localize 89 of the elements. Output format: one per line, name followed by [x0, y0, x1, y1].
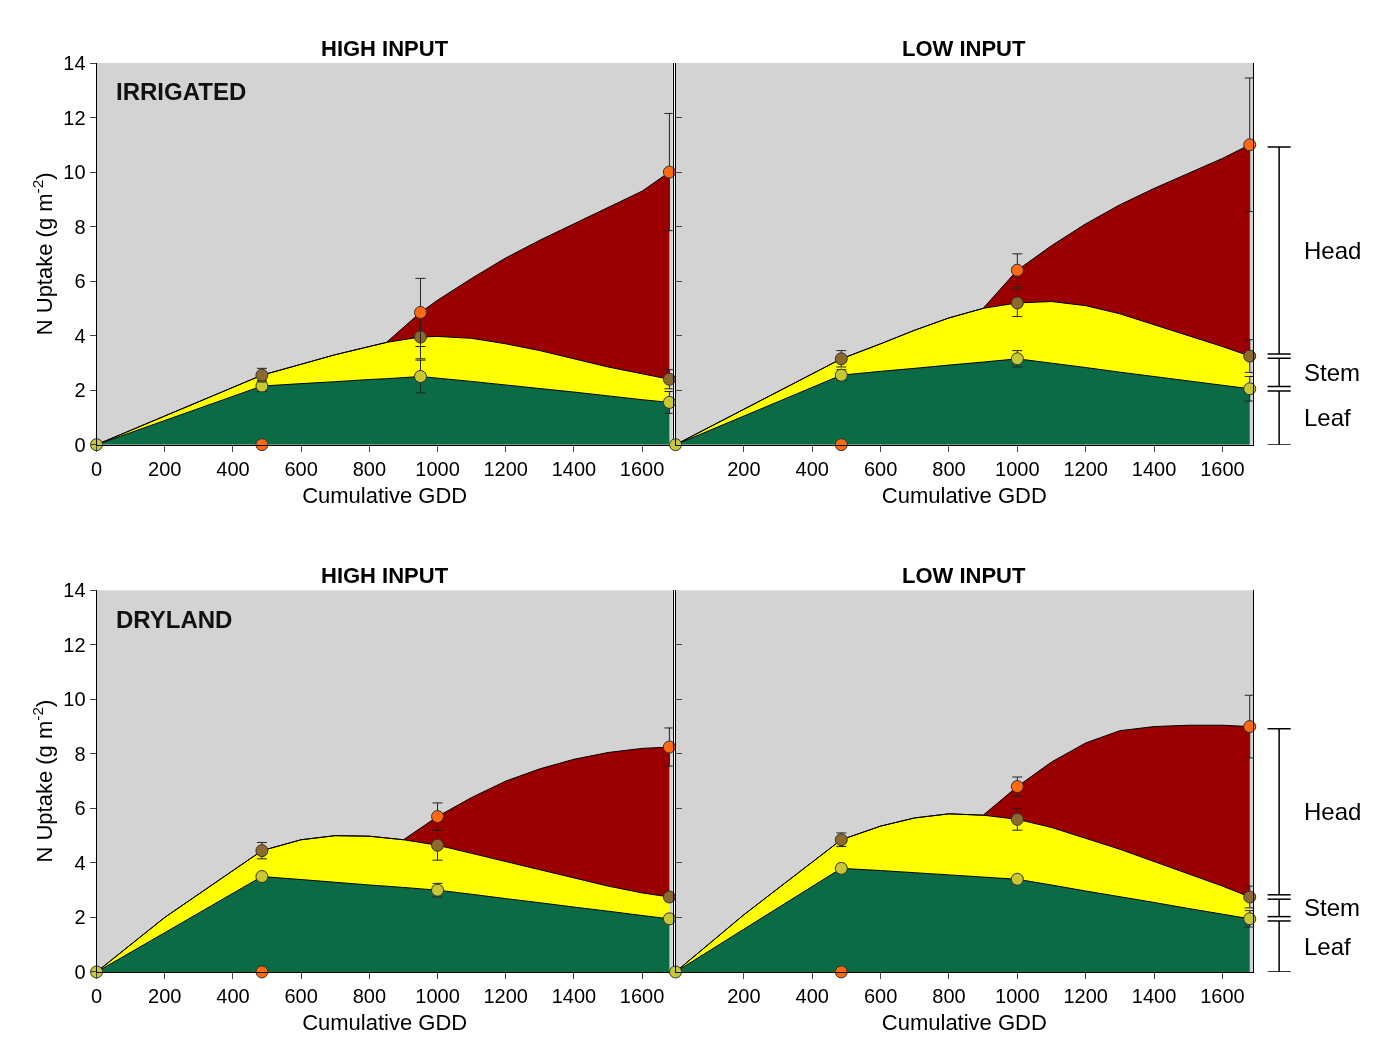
- x-axis-title: Cumulative GDD: [302, 482, 468, 508]
- x-tick-label: 200: [727, 984, 761, 1007]
- y-tick-label: 2: [74, 906, 86, 929]
- x-tick-label: 0: [90, 984, 103, 1007]
- text: IRRIGATED: [116, 78, 247, 105]
- y-tick-label: 6: [74, 797, 86, 820]
- point: [1010, 263, 1024, 277]
- x-tick-label: 1600: [1200, 984, 1245, 1007]
- x-tick-label: 400: [216, 457, 250, 480]
- x-tick-label: 1000: [995, 984, 1040, 1007]
- point: [413, 305, 427, 319]
- point: [834, 965, 848, 979]
- x-tick-label: 1400: [1131, 457, 1177, 480]
- x-tick-label: 800: [352, 984, 387, 1007]
- y-tick-label: 14: [63, 579, 86, 602]
- text: Head: [1304, 798, 1362, 825]
- x-tick-label: 400: [795, 457, 829, 480]
- x-tick-label: 800: [932, 984, 966, 1007]
- point: [255, 870, 269, 884]
- point: [669, 438, 683, 452]
- y-tick-label: 6: [74, 270, 86, 293]
- x-tick-label: 1200: [1063, 457, 1108, 480]
- y-tick-label: 0: [74, 433, 86, 456]
- text: DRYLAND: [116, 606, 233, 633]
- y-tick-label: 14: [63, 52, 86, 74]
- point: [1010, 872, 1024, 886]
- x-axis-title: Cumulative GDD: [881, 482, 1047, 508]
- text: Stem: [1304, 894, 1361, 921]
- x-tick-label: 600: [863, 984, 898, 1007]
- y-tick-label: 10: [63, 688, 86, 711]
- x-tick-label: 200: [148, 457, 182, 480]
- point: [834, 861, 848, 875]
- point: [1010, 296, 1024, 310]
- y-tick-label: 8: [74, 215, 86, 238]
- y-tick-label: 10: [63, 161, 86, 184]
- x-tick-label: 200: [148, 984, 182, 1007]
- point: [413, 370, 427, 384]
- y-tick-label: 0: [74, 960, 86, 983]
- chart-title: HIGH INPUT: [321, 36, 449, 61]
- chart-title: HIGH INPUT: [321, 563, 449, 588]
- x-tick-label: 1600: [619, 457, 665, 480]
- point: [1010, 780, 1024, 794]
- x-tick-label: 1200: [483, 457, 528, 480]
- x-axis-title: Cumulative GDD: [302, 1009, 468, 1035]
- x-tick-label: 800: [352, 457, 387, 480]
- x-tick-label: 1000: [415, 457, 460, 480]
- text: Stem: [1304, 359, 1361, 386]
- y-tick-label: 12: [63, 106, 86, 129]
- x-tick-label: 1200: [1063, 984, 1108, 1007]
- point: [1243, 890, 1257, 904]
- point: [255, 965, 269, 979]
- point: [431, 810, 445, 824]
- x-tick-label: 0: [90, 457, 103, 480]
- x-tick-label: 800: [932, 457, 966, 480]
- x-tick-label: 200: [727, 457, 761, 480]
- point: [669, 965, 683, 979]
- y-tick-label: 4: [74, 851, 86, 874]
- x-tick-label: 1400: [551, 457, 597, 480]
- x-tick-label: 400: [795, 984, 829, 1007]
- x-tick-label: 1600: [1200, 457, 1245, 480]
- point: [1243, 720, 1257, 734]
- point: [834, 438, 848, 452]
- x-tick-label: 600: [863, 457, 898, 480]
- x-tick-label: 600: [284, 457, 318, 480]
- x-tick-label: 1400: [551, 984, 597, 1007]
- text: Leaf: [1304, 933, 1352, 960]
- x-tick-label: 1000: [415, 984, 460, 1007]
- x-tick-label: 1200: [483, 984, 528, 1007]
- text: Head: [1304, 237, 1362, 264]
- point: [1243, 382, 1257, 396]
- point: [255, 438, 269, 452]
- y-tick-label: 2: [74, 379, 86, 402]
- x-tick-label: 1000: [995, 457, 1040, 480]
- x-tick-label: 1600: [619, 984, 665, 1007]
- point: [1243, 349, 1257, 363]
- x-axis-title: Cumulative GDD: [881, 1009, 1047, 1035]
- chart-title: LOW INPUT: [902, 563, 1026, 588]
- point: [431, 838, 445, 852]
- x-tick-label: 400: [216, 984, 250, 1007]
- point: [1243, 138, 1257, 152]
- x-tick-label: 1400: [1131, 984, 1177, 1007]
- x-tick-label: 600: [284, 984, 318, 1007]
- point: [1010, 812, 1024, 826]
- point: [662, 912, 676, 926]
- chart-title: LOW INPUT: [902, 36, 1026, 61]
- text: Leaf: [1304, 404, 1352, 431]
- y-tick-label: 12: [63, 633, 86, 656]
- y-tick-label: 8: [74, 742, 86, 765]
- y-tick-label: 4: [74, 324, 86, 347]
